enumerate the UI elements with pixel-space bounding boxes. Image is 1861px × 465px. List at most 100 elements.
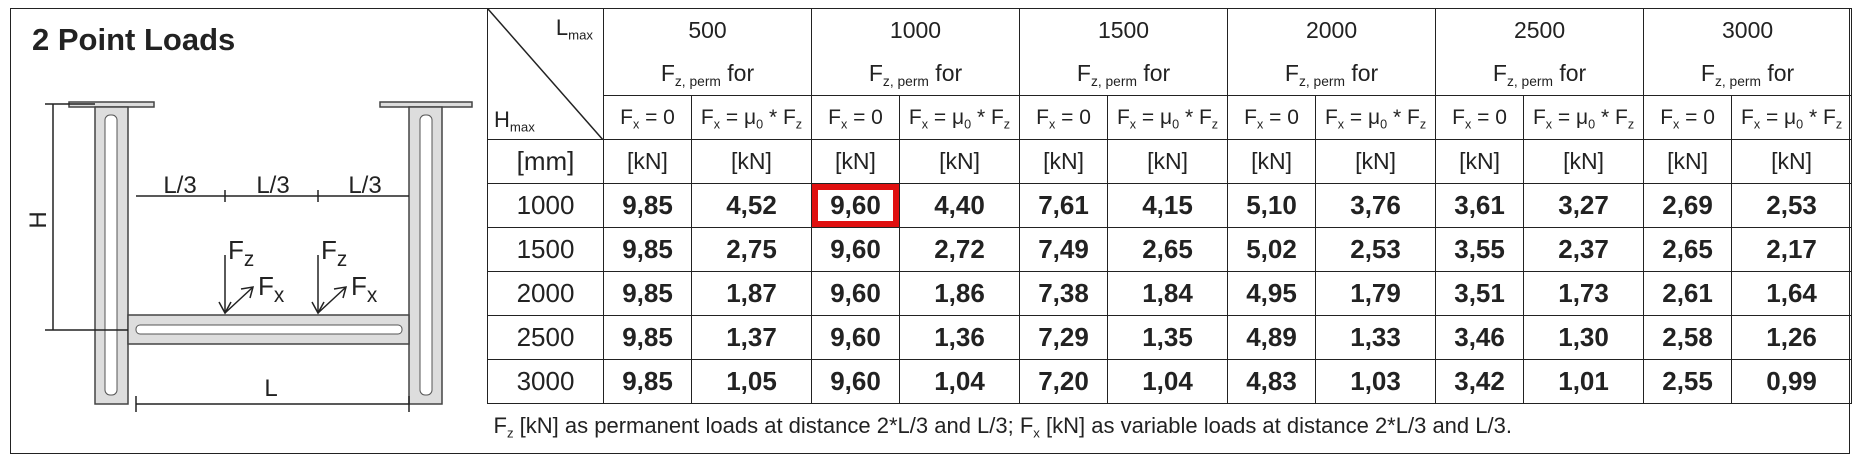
value-cell: 7,38 bbox=[1019, 271, 1109, 316]
value-cell: 7,61 bbox=[1019, 183, 1109, 228]
text-segment: F bbox=[1116, 105, 1130, 129]
value-cell: 1,30 bbox=[1523, 315, 1645, 360]
value-cell: 1,33 bbox=[1315, 315, 1437, 360]
data-row: 1500 9,85 2,75 9,60 2,72 7,49 2,65 5,02 2,53 3,55… bbox=[487, 227, 1853, 272]
unit: [kN] bbox=[1643, 139, 1733, 184]
length-header: 2500 bbox=[1435, 8, 1645, 52]
subscript: 0 bbox=[1796, 116, 1804, 131]
subscript: z bbox=[795, 116, 803, 131]
value-cell: 3,76 bbox=[1315, 183, 1437, 228]
value-cell: 2,17 bbox=[1731, 227, 1853, 272]
text-segment: * F bbox=[971, 105, 1004, 129]
unit: [kN] bbox=[1435, 139, 1525, 184]
value-cell: 3,55 bbox=[1435, 227, 1525, 272]
value-cell: 9,60 bbox=[811, 271, 900, 316]
subscript: z bbox=[337, 248, 347, 271]
value-cell: 1,05 bbox=[691, 359, 812, 404]
value-cell: 4,95 bbox=[1227, 271, 1317, 316]
value-cell: 4,40 bbox=[898, 183, 1021, 228]
value-cell: 3,42 bbox=[1435, 359, 1525, 404]
caption: Fz, perm for bbox=[1643, 52, 1853, 96]
subscript: x bbox=[1033, 425, 1040, 441]
dimension-label: L/3 bbox=[256, 172, 289, 199]
text-segment: F bbox=[1076, 60, 1091, 86]
subscript: 0 bbox=[1380, 116, 1388, 131]
value-cell: 9,85 bbox=[603, 183, 692, 228]
subscript: z, perm bbox=[674, 73, 721, 89]
value-cell: 1,87 bbox=[691, 271, 812, 316]
unit: [kN] bbox=[1523, 139, 1645, 184]
length-header: 1000 bbox=[810, 8, 1021, 52]
value-cell: 2,65 bbox=[1107, 227, 1229, 272]
unit: [kN] bbox=[811, 139, 900, 184]
value-cell: 5,10 bbox=[1227, 183, 1317, 228]
text-segment: = 0 bbox=[1471, 105, 1507, 129]
value-cell: 1,26 bbox=[1731, 315, 1853, 360]
dimension-label: L bbox=[264, 375, 277, 402]
text-segment: * F bbox=[1803, 105, 1836, 129]
subscript: 0 bbox=[964, 116, 972, 131]
subscript: z, perm bbox=[1714, 73, 1761, 89]
data-row: 1000 9,85 4,52 9,60 4,40 7,61 4,15 5,10 3,76 3,61… bbox=[487, 183, 1853, 228]
text-segment: = 0 bbox=[1055, 105, 1091, 129]
text-segment: F bbox=[351, 271, 367, 301]
value-cell: 9,85 bbox=[603, 271, 692, 316]
subscript: z, perm bbox=[1506, 73, 1553, 89]
value-cell: 9,60 bbox=[811, 359, 900, 404]
subscript: max bbox=[568, 27, 593, 43]
text-segment: * F bbox=[1595, 105, 1628, 129]
caption: Fz, perm for bbox=[1227, 52, 1437, 96]
text-segment: F bbox=[1532, 105, 1546, 129]
subscript: 0 bbox=[756, 116, 764, 131]
text-segment: F bbox=[258, 271, 274, 301]
text-segment: = μ bbox=[1760, 105, 1797, 129]
text-segment: F bbox=[620, 105, 633, 129]
value-cell: 1,03 bbox=[1315, 359, 1437, 404]
column-header: Fx = μ0 * Fz bbox=[691, 95, 812, 140]
dimension-label: L/3 bbox=[348, 172, 381, 199]
subscript: 0 bbox=[1172, 116, 1180, 131]
subscript: z, perm bbox=[1090, 73, 1137, 89]
value-cell: 3,46 bbox=[1435, 315, 1525, 360]
row-header: 3000 bbox=[487, 359, 604, 404]
column-header: Fx = μ0 * Fz bbox=[1731, 95, 1853, 140]
text-segment: F bbox=[828, 105, 841, 129]
unit-label: [mm] bbox=[487, 139, 604, 184]
text-segment: F bbox=[700, 105, 714, 129]
value-cell: 2,72 bbox=[898, 227, 1021, 272]
unit: [kN] bbox=[1107, 139, 1229, 184]
value-cell: 9,60 bbox=[811, 227, 900, 272]
value-cell: 9,85 bbox=[603, 359, 692, 404]
value-cell: 1,73 bbox=[1523, 271, 1645, 316]
text-segment: = 0 bbox=[639, 105, 675, 129]
text-segment: F bbox=[493, 412, 507, 438]
text-segment: F bbox=[1284, 60, 1299, 86]
value-cell: 1,86 bbox=[898, 271, 1021, 316]
footnote-row: Fz [kN] as permanent loads at distance 2… bbox=[487, 403, 1852, 447]
value-cell: 9,60 bbox=[811, 315, 900, 360]
value-cell: 9,85 bbox=[603, 227, 692, 272]
row-header: 1500 bbox=[487, 227, 604, 272]
data-row: 2000 9,85 1,87 9,60 1,86 7,38 1,84 4,95 1,79 3,51… bbox=[487, 271, 1853, 316]
text-segment: = μ bbox=[1552, 105, 1589, 129]
value-cell: 9,85 bbox=[603, 315, 692, 360]
value-cell: 0,99 bbox=[1731, 359, 1853, 404]
caption: Fz, perm for bbox=[1435, 52, 1645, 96]
subscript: x bbox=[1048, 116, 1056, 131]
diagonal bbox=[488, 9, 603, 139]
text-segment: F bbox=[1244, 105, 1257, 129]
unit: [kN] bbox=[898, 139, 1021, 184]
subscript: z bbox=[1627, 116, 1635, 131]
value-cell: 1,01 bbox=[1523, 359, 1645, 404]
column-header: Fx = μ0 * Fz bbox=[898, 95, 1021, 140]
unit: [kN] bbox=[1731, 139, 1853, 184]
value-cell: 7,49 bbox=[1019, 227, 1109, 272]
value-cell: 9,60 bbox=[811, 183, 900, 228]
subscript: z bbox=[1835, 116, 1843, 131]
value-cell: 2,55 bbox=[1643, 359, 1733, 404]
value-cell: 2,65 bbox=[1643, 227, 1733, 272]
column-header: Fx = 0 bbox=[811, 95, 900, 140]
text-segment: H bbox=[494, 107, 510, 132]
subscript: x bbox=[1129, 116, 1137, 131]
value-cell: 1,35 bbox=[1107, 315, 1229, 360]
